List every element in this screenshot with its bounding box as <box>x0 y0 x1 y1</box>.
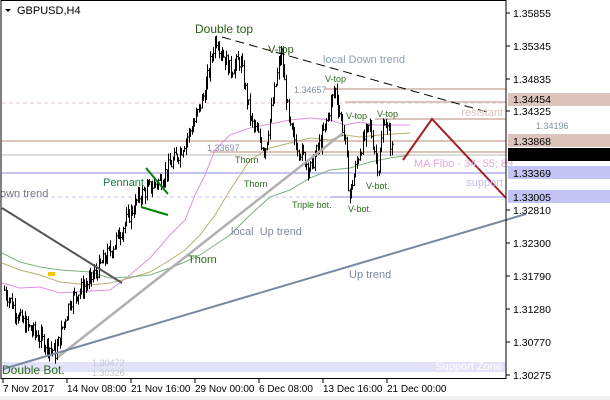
tag-r2-bg <box>508 134 610 147</box>
price-tick-label: 1.31790 <box>513 271 551 283</box>
label-resistant: resistant <box>461 107 503 119</box>
label-support: support <box>466 177 503 189</box>
local-up-trend-line <box>57 132 344 358</box>
up-trend-line <box>2 213 527 370</box>
tag-s2: 1.33005 <box>513 192 551 204</box>
label-price-30472: 1.30472 <box>92 358 125 368</box>
local-down-trend-line <box>221 36 488 113</box>
time-axis[interactable]: 7 Nov 2017 14 Nov 08:00 21 Nov 16:00 29 Nov… <box>2 378 447 395</box>
label-price-34196: 1.34196 <box>536 121 569 131</box>
time-tick-label: 29 Nov 00:00 <box>195 384 255 395</box>
price-tick-label: 1.32300 <box>513 238 551 250</box>
dropdown-triangle-icon[interactable] <box>5 9 11 12</box>
tag-current-bg <box>508 148 610 161</box>
price-tick-label: 1.32810 <box>513 205 551 217</box>
tag-s1: 1.33369 <box>513 168 551 180</box>
time-tick-label: 6 Dec 08:00 <box>259 384 313 395</box>
marker-yellow <box>48 272 55 276</box>
label-ma-fibo: MA Fibo - 34; 55; 89 <box>414 158 513 170</box>
pennant-upper-line <box>145 167 169 195</box>
label-double-bot: Double Bot. <box>2 363 65 377</box>
support-zone-band <box>2 362 506 372</box>
label-price-30326: 1.30326 <box>92 368 125 378</box>
down-trend-line <box>1 207 123 284</box>
label-v-top-2: V-top <box>325 74 346 84</box>
forecast-zigzag <box>402 117 507 199</box>
label-support-zone: Support Zone <box>435 361 502 373</box>
label-v-bot-2: V-bot. <box>348 204 372 214</box>
label-thorn-1: Thorn <box>235 155 259 165</box>
time-tick-label: 14 Nov 08:00 <box>67 384 127 395</box>
label-pennant: Pennant <box>103 177 144 189</box>
price-tick-label: 1.34835 <box>513 74 551 86</box>
time-tick-label: 21 Dec 00:00 <box>387 384 447 395</box>
tag-r1-bg <box>508 93 610 106</box>
time-tick-label: 7 Nov 2017 <box>3 384 55 395</box>
label-v-bot-1: V-bot. <box>366 181 390 191</box>
label-double-top: Double top <box>195 22 253 36</box>
label-local-up-trend: local Up trend <box>231 226 302 238</box>
time-tick-label: 13 Dec 16:00 <box>323 384 383 395</box>
tag-s2-bg <box>508 190 610 203</box>
level-lines <box>2 88 506 372</box>
label-v-top-3: V-top <box>346 111 367 121</box>
label-down-trend: own trend <box>0 188 48 200</box>
price-tick-label: 1.30275 <box>513 370 551 382</box>
label-v-top-1: V-top <box>268 44 294 56</box>
label-local-down-trend: local Down trend <box>323 54 405 66</box>
ma-89-line <box>1 154 411 279</box>
tag-r2: 1.33868 <box>513 136 551 148</box>
label-thorn-3: Thorn <box>188 254 217 266</box>
symbol-label: GBPUSD,H4 <box>17 5 81 17</box>
price-tick-label: 1.30770 <box>513 337 551 349</box>
tag-current-price: 1.33646 <box>513 150 551 162</box>
price-axis[interactable]: 1.35855 1.35345 1.34835 1.34325 1.32810 1.323… <box>506 8 551 382</box>
bottom-strip <box>0 396 610 400</box>
label-price-34657: 1.34657 <box>294 85 327 95</box>
pennant-lower-line <box>140 206 169 216</box>
price-tick-label: 1.34325 <box>513 106 551 118</box>
price-tags: 1.34454 1.33868 1.33646 1.33369 1.33005 <box>508 93 610 204</box>
price-tick-label: 1.31280 <box>513 304 551 316</box>
annotations: Double top V-top local Down trend V-top … <box>0 22 569 378</box>
label-v-top-4: V-top <box>377 109 398 119</box>
label-triple-bot: Triple bot. <box>292 200 332 210</box>
trendlines <box>1 36 527 370</box>
price-tick-label: 1.35855 <box>513 8 551 20</box>
price-tick-label: 1.35345 <box>513 41 551 53</box>
plot-frame <box>0 0 507 379</box>
ohlc-bars <box>4 35 394 364</box>
time-tick-label: 21 Nov 16:00 <box>131 384 191 395</box>
symbol-header[interactable]: GBPUSD,H4 <box>5 5 81 17</box>
label-up-trend: Up trend <box>349 269 391 281</box>
tag-r1: 1.34454 <box>513 94 551 106</box>
tag-s1-bg <box>508 166 610 179</box>
label-price-33697: 1.33697 <box>207 143 240 153</box>
label-thorn-2: Thorn <box>244 179 268 189</box>
